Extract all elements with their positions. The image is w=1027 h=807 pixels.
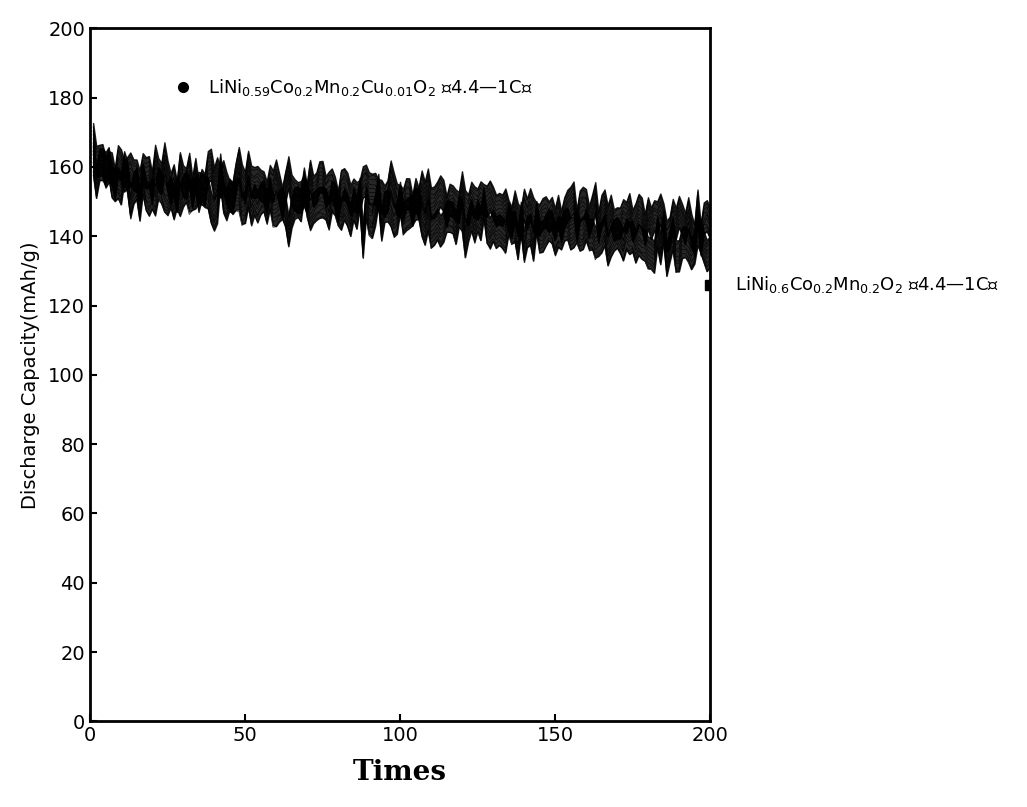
Text: LiNi$_{0.59}$Co$_{0.2}$Mn$_{0.2}$Cu$_{0.01}$O$_{2}$ （4.4—1C）: LiNi$_{0.59}$Co$_{0.2}$Mn$_{0.2}$Cu$_{0.… xyxy=(207,77,532,98)
Text: LiNi$_{0.6}$Co$_{0.2}$Mn$_{0.2}$O$_{2}$ （4.4—1C）: LiNi$_{0.6}$Co$_{0.2}$Mn$_{0.2}$O$_{2}$ … xyxy=(734,274,999,295)
X-axis label: Times: Times xyxy=(353,759,447,786)
Y-axis label: Discharge Capacity(mAh/g): Discharge Capacity(mAh/g) xyxy=(21,241,40,508)
